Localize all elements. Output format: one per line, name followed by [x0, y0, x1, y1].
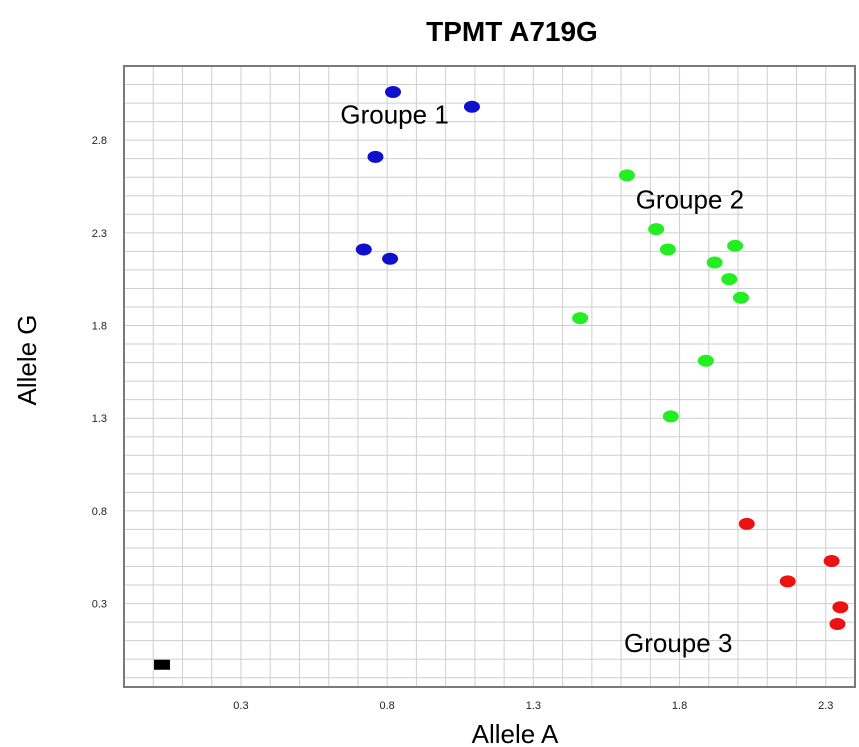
y-tick-label: 2.8: [92, 135, 107, 147]
data-point: [367, 150, 384, 163]
data-point: [618, 169, 635, 182]
x-tick-label: 1.3: [526, 700, 541, 712]
data-points: [154, 85, 849, 670]
group-label: Groupe 2: [636, 185, 744, 215]
data-point: [732, 291, 749, 304]
y-tick-label: 1.8: [92, 321, 107, 333]
x-axis-ticks: 0.3 0.8 1.3 1.8 2.3: [233, 700, 833, 712]
data-point: [823, 554, 840, 567]
x-tick-label: 1.8: [672, 700, 687, 712]
data-point-square: [154, 659, 171, 670]
data-point: [385, 85, 402, 98]
y-tick-label: 1.3: [92, 413, 107, 425]
plot-grid: [124, 66, 855, 687]
x-tick-label: 0.3: [233, 700, 248, 712]
x-tick-label: 0.8: [380, 700, 395, 712]
y-axis-ticks: 0.3 0.8 1.3 1.8 2.3 2.8: [92, 135, 107, 610]
group-annotations: Groupe 1 Groupe 2 Groupe 3: [340, 99, 744, 657]
data-point: [572, 312, 589, 325]
data-point: [779, 575, 796, 588]
plot-frame: [123, 65, 856, 688]
data-point: [721, 273, 738, 286]
data-point: [662, 410, 679, 423]
y-tick-label: 2.3: [92, 228, 107, 240]
group-label: Groupe 1: [340, 99, 448, 129]
group-label: Groupe 3: [624, 628, 732, 658]
x-tick-label: 2.3: [818, 700, 833, 712]
y-tick-label: 0.8: [92, 506, 107, 518]
data-point: [697, 354, 714, 367]
data-point: [648, 223, 665, 236]
data-point: [659, 243, 676, 256]
data-point: [738, 517, 755, 530]
x-axis-label: Allele A: [472, 719, 559, 747]
data-point: [832, 601, 849, 614]
data-point: [727, 239, 744, 252]
chart-title: TPMT A719G: [426, 16, 598, 47]
data-point: [706, 256, 723, 269]
data-point: [463, 100, 480, 113]
data-point: [382, 252, 399, 265]
y-axis-label: Allele G: [12, 314, 42, 405]
y-tick-label: 0.3: [92, 599, 107, 611]
data-point: [355, 243, 372, 256]
data-point: [829, 617, 846, 630]
